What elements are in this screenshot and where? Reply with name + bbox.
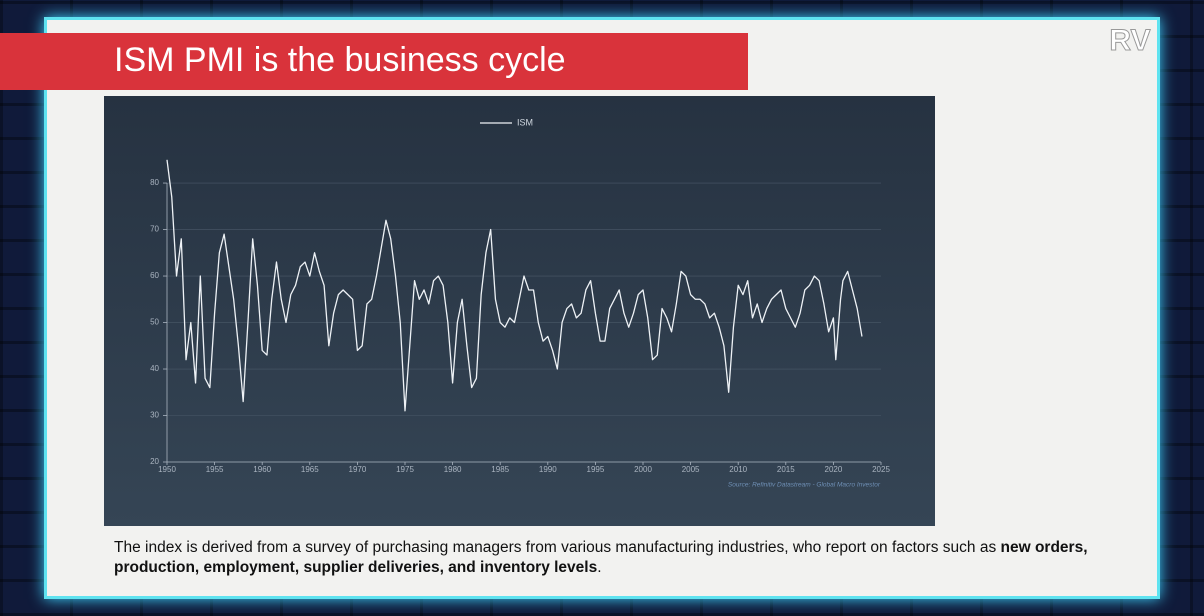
x-tick-label: 1975: [396, 465, 414, 474]
x-tick-label: 2015: [777, 465, 795, 474]
title-bar: [0, 33, 748, 90]
x-tick-label: 2020: [825, 465, 843, 474]
y-tick-label: 60: [150, 271, 159, 280]
x-tick-label: 1995: [587, 465, 605, 474]
y-tick-label: 20: [150, 457, 159, 466]
caption-text: The index is derived from a survey of pu…: [114, 539, 1001, 556]
logo: RV: [1109, 24, 1150, 57]
x-tick-label: 1960: [253, 465, 271, 474]
caption: The index is derived from a survey of pu…: [114, 538, 1114, 578]
x-tick-label: 2010: [729, 465, 747, 474]
x-tick-label: 1955: [206, 465, 224, 474]
series-line: [166, 159, 863, 412]
x-tick-label: 1985: [491, 465, 509, 474]
y-tick-label: 50: [150, 318, 159, 327]
caption-end: .: [597, 559, 602, 576]
x-tick-label: 1990: [539, 465, 557, 474]
slide-title: ISM PMI is the business cycle: [114, 41, 566, 79]
x-tick-label: 1970: [349, 465, 367, 474]
x-tick-label: 2000: [634, 465, 652, 474]
y-tick-label: 70: [150, 225, 159, 234]
source-note: Source: Refinitiv Datastream - Global Ma…: [728, 482, 881, 489]
caption-bold: new orders, production, employment, supp…: [114, 539, 1088, 576]
x-tick-label: 1980: [444, 465, 462, 474]
x-tick-label: 1950: [158, 465, 176, 474]
y-tick-label: 30: [150, 411, 159, 420]
x-tick-label: 2025: [872, 465, 890, 474]
x-tick-label: 1965: [301, 465, 319, 474]
x-tick-label: 2005: [682, 465, 700, 474]
y-tick-label: 80: [150, 178, 159, 187]
chart-panel: [104, 96, 935, 526]
y-tick-label: 40: [150, 364, 159, 373]
legend-label: ISM: [517, 117, 533, 127]
